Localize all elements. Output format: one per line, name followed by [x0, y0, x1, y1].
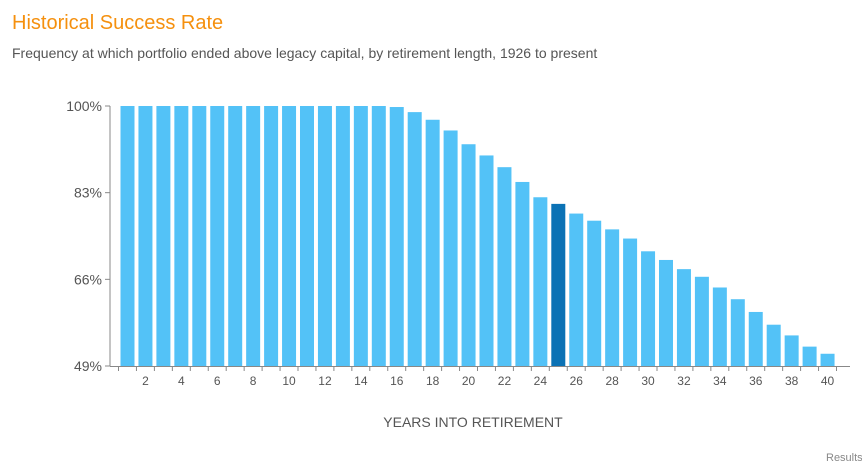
bar[interactable]: [317, 106, 332, 366]
x-tick-label: 12: [318, 374, 332, 388]
bar-highlighted[interactable]: [551, 203, 566, 366]
bar[interactable]: [533, 197, 548, 366]
x-tick-label: 26: [570, 374, 584, 388]
bar[interactable]: [389, 107, 404, 367]
bar[interactable]: [694, 276, 709, 366]
x-tick-label: 8: [250, 374, 257, 388]
results-link[interactable]: Results: [826, 452, 862, 464]
bar[interactable]: [300, 106, 314, 366]
bar[interactable]: [623, 238, 638, 366]
x-tick-label: 34: [713, 374, 727, 388]
bar[interactable]: [210, 106, 225, 366]
x-tick-label: 2: [142, 374, 149, 388]
x-tick-label: 28: [605, 374, 619, 388]
bar[interactable]: [515, 181, 530, 366]
bar[interactable]: [335, 106, 350, 366]
bar[interactable]: [443, 130, 458, 366]
bar[interactable]: [730, 299, 745, 366]
y-tick-label: 83%: [74, 185, 102, 201]
x-tick-label: 20: [462, 374, 476, 388]
bar[interactable]: [569, 213, 584, 366]
x-tick-label: 18: [426, 374, 440, 388]
bar[interactable]: [676, 269, 691, 366]
x-tick-label: 40: [821, 374, 835, 388]
bar[interactable]: [228, 106, 243, 366]
bar[interactable]: [659, 259, 673, 366]
bar[interactable]: [371, 106, 386, 366]
bar[interactable]: [461, 144, 476, 366]
y-tick-label: 49%: [74, 358, 102, 374]
bar[interactable]: [748, 311, 763, 366]
bar[interactable]: [407, 112, 422, 366]
x-tick-label: 38: [785, 374, 799, 388]
bar[interactable]: [605, 229, 620, 366]
chart-title: Historical Success Rate: [12, 12, 224, 34]
chart-subtitle: Frequency at which portfolio ended above…: [12, 45, 598, 61]
x-tick-label: 14: [354, 374, 368, 388]
x-tick-label: 22: [498, 374, 512, 388]
x-axis-label: YEARS INTO RETIREMENT: [383, 414, 563, 430]
bar[interactable]: [264, 106, 279, 366]
bar[interactable]: [192, 106, 207, 366]
bar[interactable]: [246, 106, 261, 366]
bar[interactable]: [138, 106, 153, 366]
x-tick-label: 16: [390, 374, 404, 388]
x-tick-label: 24: [534, 374, 548, 388]
x-tick-label: 32: [677, 374, 691, 388]
bar[interactable]: [156, 106, 171, 366]
bar[interactable]: [425, 119, 440, 366]
x-tick-label: 10: [282, 374, 296, 388]
x-tick-label: 30: [641, 374, 655, 388]
bar[interactable]: [174, 106, 189, 366]
bar[interactable]: [353, 106, 368, 366]
x-axis: 2 4 6 8 10 12 14 16 18 20 22 24 26 28 30 32 34 36 38 40: [110, 366, 850, 388]
bar[interactable]: [641, 251, 656, 366]
bar[interactable]: [784, 335, 799, 366]
bar[interactable]: [820, 353, 835, 366]
x-tick-label: 4: [178, 374, 185, 388]
bar[interactable]: [587, 220, 602, 366]
bar[interactable]: [712, 287, 727, 366]
y-tick-label: 66%: [74, 271, 102, 287]
x-tick-label: 36: [749, 374, 763, 388]
bar[interactable]: [802, 346, 817, 366]
bar[interactable]: [497, 167, 512, 366]
bar[interactable]: [282, 106, 297, 366]
y-axis: 100% 83% 66% 49%: [66, 98, 111, 374]
bar[interactable]: [766, 324, 781, 366]
bar[interactable]: [120, 106, 135, 366]
bars: [120, 106, 835, 367]
bar[interactable]: [479, 155, 494, 366]
y-tick-label: 100%: [66, 98, 102, 114]
x-tick-label: 6: [214, 374, 221, 388]
